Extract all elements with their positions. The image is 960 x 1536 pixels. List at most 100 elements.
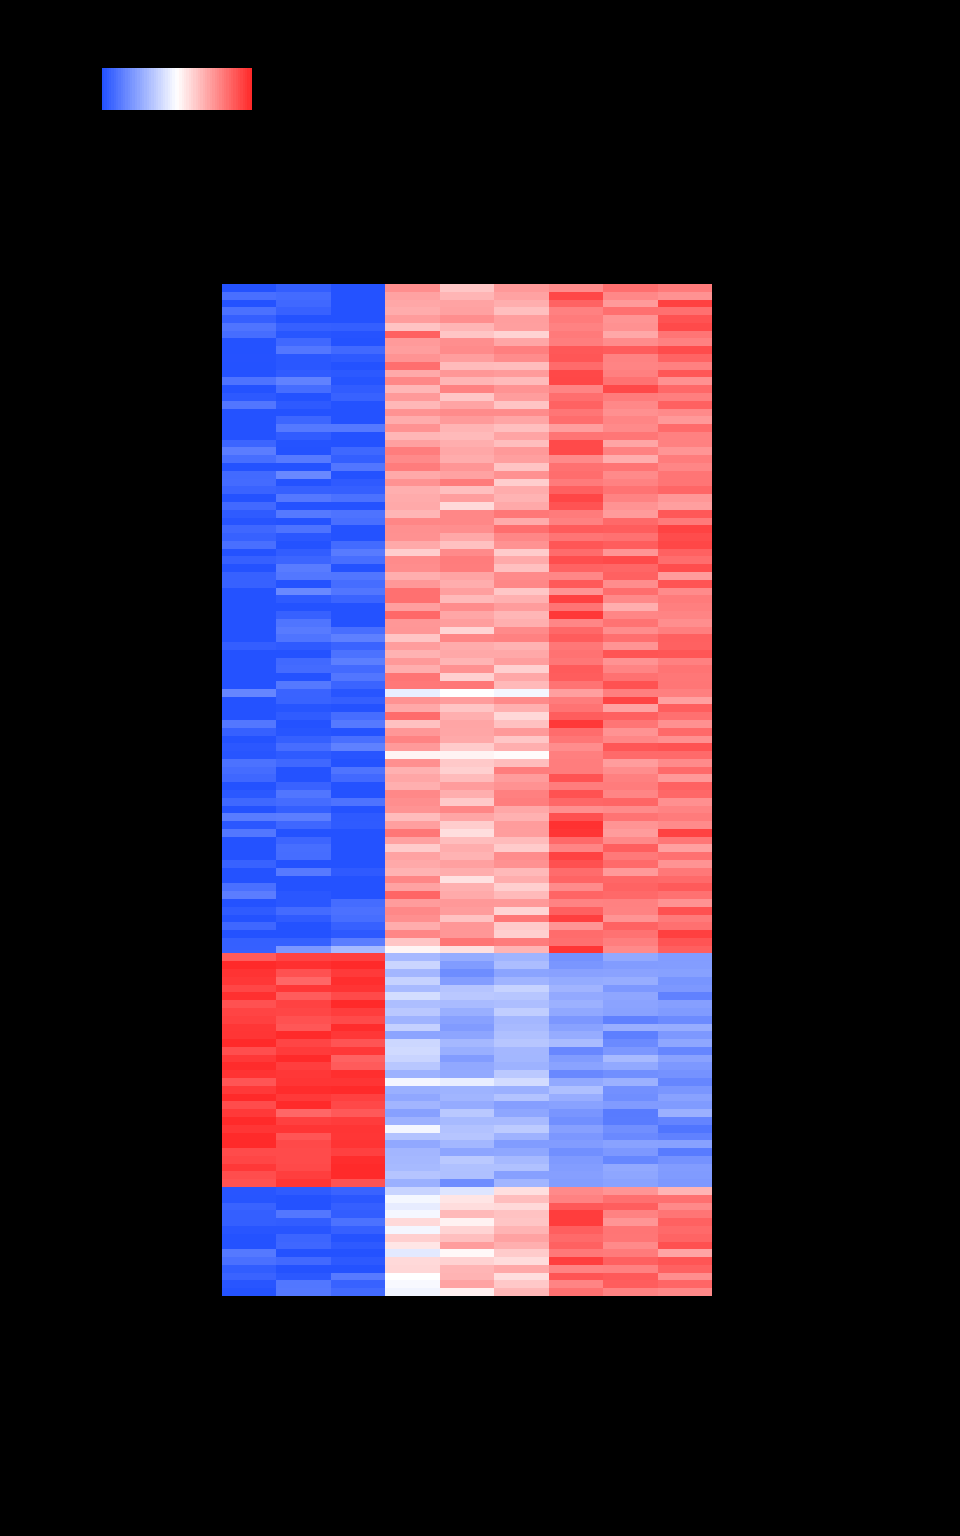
heatmap-cell xyxy=(603,728,657,736)
heatmap-cell xyxy=(331,953,385,961)
heatmap-cell xyxy=(603,813,657,821)
heatmap-cell xyxy=(658,284,712,292)
heatmap-cell xyxy=(331,533,385,541)
heatmap-cell xyxy=(494,377,548,385)
heatmap-cell xyxy=(494,525,548,533)
heatmap-cell xyxy=(276,837,330,845)
heatmap-cell xyxy=(494,1148,548,1156)
heatmap-cell xyxy=(222,346,276,354)
heatmap-cell xyxy=(385,393,439,401)
heatmap-cell xyxy=(603,479,657,487)
heatmap-cell xyxy=(222,447,276,455)
heatmap-cell xyxy=(549,564,603,572)
heatmap-cell xyxy=(385,806,439,814)
heatmap-cell xyxy=(603,697,657,705)
heatmap-cell xyxy=(440,1273,494,1281)
heatmap-cell xyxy=(385,549,439,557)
heatmap-cell xyxy=(331,331,385,339)
heatmap-cell xyxy=(658,595,712,603)
heatmap-cell xyxy=(549,1117,603,1125)
heatmap-cell xyxy=(440,619,494,627)
heatmap-cell xyxy=(385,1195,439,1203)
heatmap-cell xyxy=(385,1078,439,1086)
heatmap-cell xyxy=(494,821,548,829)
heatmap-cell xyxy=(494,728,548,736)
heatmap-cell xyxy=(603,354,657,362)
heatmap-cell xyxy=(385,1179,439,1187)
heatmap-cell xyxy=(440,992,494,1000)
heatmap-cell xyxy=(222,315,276,323)
heatmap-cell xyxy=(385,720,439,728)
heatmap-cell xyxy=(331,977,385,985)
heatmap-cell xyxy=(549,518,603,526)
heatmap-cell xyxy=(549,1016,603,1024)
heatmap-cell xyxy=(603,1273,657,1281)
heatmap-cell xyxy=(603,1195,657,1203)
heatmap-cell xyxy=(658,1000,712,1008)
heatmap-cell xyxy=(440,588,494,596)
heatmap-cell xyxy=(603,977,657,985)
heatmap-cell xyxy=(658,665,712,673)
heatmap-cell xyxy=(603,401,657,409)
heatmap-cell xyxy=(658,930,712,938)
heatmap-cell xyxy=(549,1265,603,1273)
heatmap-cell xyxy=(494,572,548,580)
heatmap-cell xyxy=(494,798,548,806)
heatmap-cell xyxy=(222,1000,276,1008)
heatmap-cell xyxy=(658,1265,712,1273)
heatmap-cell xyxy=(494,1218,548,1226)
heatmap-cell xyxy=(276,1086,330,1094)
legend-tick: 0 xyxy=(178,112,185,126)
heatmap-cell xyxy=(222,572,276,580)
heatmap-cell xyxy=(549,1156,603,1164)
heatmap-cell xyxy=(385,790,439,798)
heatmap-cell xyxy=(222,689,276,697)
column-label: S2 xyxy=(276,1300,330,1312)
heatmap-cell xyxy=(658,1039,712,1047)
heatmap-cell xyxy=(603,393,657,401)
heatmap-cell xyxy=(276,486,330,494)
heatmap-cell xyxy=(276,1070,330,1078)
heatmap-cell xyxy=(494,689,548,697)
heatmap-cell xyxy=(222,323,276,331)
heatmap-cell xyxy=(331,1242,385,1250)
heatmap-cell xyxy=(549,751,603,759)
heatmap-cell xyxy=(603,588,657,596)
heatmap-cell xyxy=(276,1249,330,1257)
heatmap-cell xyxy=(222,837,276,845)
heatmap-cell xyxy=(331,1288,385,1296)
heatmap-cell xyxy=(331,1078,385,1086)
heatmap-cell xyxy=(440,860,494,868)
heatmap-cell xyxy=(494,938,548,946)
heatmap-cell xyxy=(549,362,603,370)
heatmap-cell xyxy=(385,1094,439,1102)
heatmap-cell xyxy=(276,697,330,705)
heatmap-cell xyxy=(603,1280,657,1288)
heatmap-cell xyxy=(494,1070,548,1078)
heatmap-cell xyxy=(658,1031,712,1039)
heatmap-cell xyxy=(603,751,657,759)
heatmap-cell xyxy=(658,798,712,806)
heatmap-cell xyxy=(603,658,657,666)
heatmap-cell xyxy=(549,907,603,915)
heatmap-cell xyxy=(494,658,548,666)
heatmap-cell xyxy=(658,1288,712,1296)
heatmap-cell xyxy=(331,1171,385,1179)
heatmap-cell xyxy=(276,813,330,821)
heatmap-cell xyxy=(222,852,276,860)
heatmap-cell xyxy=(494,401,548,409)
heatmap-cell xyxy=(440,1226,494,1234)
heatmap-cell xyxy=(440,1094,494,1102)
heatmap-cell xyxy=(222,658,276,666)
heatmap-cell xyxy=(440,346,494,354)
heatmap-cell xyxy=(385,479,439,487)
heatmap-cell xyxy=(494,634,548,642)
heatmap-cell xyxy=(276,1210,330,1218)
heatmap-cell xyxy=(603,720,657,728)
heatmap-cell xyxy=(385,1234,439,1242)
heatmap-cell xyxy=(222,292,276,300)
heatmap-cell xyxy=(658,580,712,588)
heatmap-cell xyxy=(222,518,276,526)
heatmap-cell xyxy=(494,751,548,759)
heatmap-cell xyxy=(658,860,712,868)
